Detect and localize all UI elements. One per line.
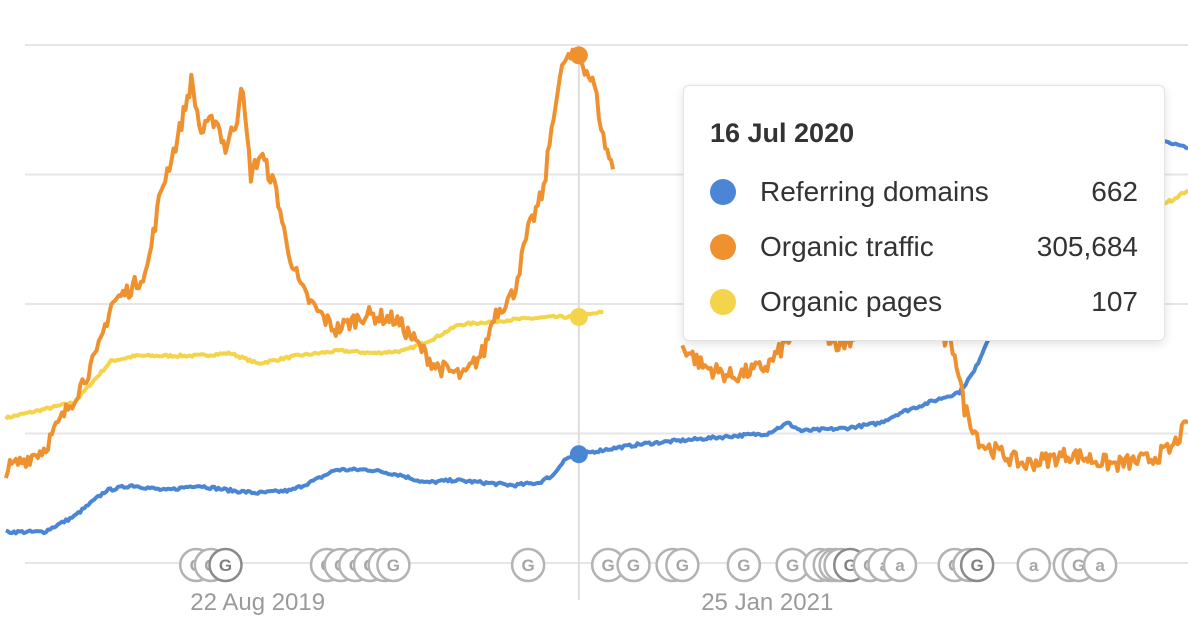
annotation-marker[interactable]: a — [1082, 547, 1118, 583]
marker-circle — [726, 547, 762, 583]
google-update-marker[interactable]: G — [775, 547, 810, 583]
organic-traffic-hover-point — [569, 46, 588, 65]
tooltip-series-name: Organic pages — [760, 285, 943, 317]
marker-circle — [510, 547, 546, 583]
tooltip-series-name: Organic traffic — [760, 230, 934, 262]
referring-domains-legend-dot — [710, 178, 736, 205]
google-update-marker[interactable]: G — [376, 547, 411, 583]
tooltip-row-organic-traffic: Organic traffic 305,684 — [710, 219, 1138, 274]
marker-label: G — [676, 556, 689, 575]
tooltip-date: 16 Jul 2020 — [710, 118, 855, 148]
tooltip: 16 Jul 2020 Referring domains 662 Organi… — [683, 85, 1165, 341]
event-markers: GGGGGGGGGGGGGGGGaaaaGGaaGGGaaGa — [178, 547, 1118, 583]
annotation-marker[interactable]: a — [1016, 547, 1052, 583]
marker-label: a — [895, 556, 905, 575]
organic-pages-line — [4, 309, 604, 421]
marker-label: a — [1095, 556, 1105, 575]
referring-domains-line — [5, 267, 1013, 536]
marker-label: G — [219, 556, 232, 575]
x-tick-label: 22 Aug 2019 — [190, 589, 325, 616]
tooltip-row-referring-domains: Referring domains 662 — [710, 164, 1138, 219]
organic-pages-legend-dot — [710, 288, 736, 315]
marker-circle — [959, 547, 995, 583]
referring-domains-hover-point — [569, 445, 588, 464]
marker-circle — [882, 547, 918, 583]
tooltip-series-value: 107 — [1091, 285, 1138, 317]
marker-circle — [208, 547, 243, 583]
marker-label: G — [737, 556, 750, 575]
marker-label: G — [627, 556, 640, 575]
annotation-marker[interactable]: a — [882, 547, 918, 583]
marker-label: G — [387, 556, 400, 575]
marker-circle — [1082, 547, 1118, 583]
marker-circle — [1016, 547, 1052, 583]
marker-label: G — [602, 556, 615, 575]
google-update-marker[interactable]: G — [590, 547, 626, 583]
marker-label: G — [786, 556, 799, 575]
organic-traffic-line — [3, 47, 615, 479]
organic-traffic-legend-dot — [710, 233, 736, 260]
marker-label: G — [971, 556, 984, 575]
x-axis-tick-labels: 22 Aug 2019 25 Jan 2021 — [190, 589, 833, 616]
google-update-marker[interactable]: G — [510, 547, 546, 583]
x-tick-label: 25 Jan 2021 — [701, 589, 833, 616]
google-update-marker[interactable]: G — [616, 547, 651, 583]
tooltip-row-organic-pages: Organic pages 107 — [710, 274, 1138, 329]
marker-label: G — [1072, 556, 1085, 575]
google-update-marker[interactable]: G — [726, 547, 762, 583]
google-update-marker[interactable]: G — [208, 547, 243, 583]
marker-circle — [616, 547, 651, 583]
tooltip-series-value: 662 — [1091, 175, 1138, 207]
marker-circle — [665, 547, 700, 583]
marker-circle — [376, 547, 411, 583]
hover-points — [569, 46, 588, 464]
marker-label: G — [521, 556, 534, 575]
google-update-marker[interactable]: G — [959, 547, 995, 583]
tooltip-series-value: 305,684 — [1036, 230, 1138, 262]
marker-label: a — [1029, 556, 1039, 575]
google-update-marker[interactable]: G — [665, 547, 700, 583]
tooltip-series-name: Referring domains — [760, 175, 989, 207]
organic-pages-hover-point — [569, 307, 588, 326]
